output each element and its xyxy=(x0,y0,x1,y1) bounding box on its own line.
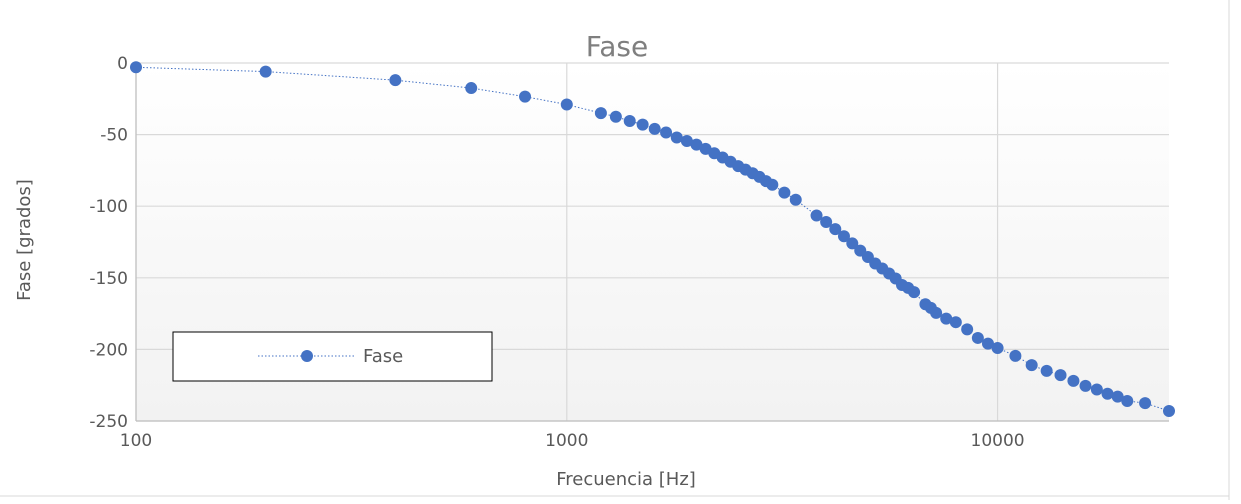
y-tick-label: -150 xyxy=(89,269,128,289)
data-point xyxy=(940,312,953,325)
data-point xyxy=(1101,387,1114,400)
data-point xyxy=(609,110,622,123)
data-point xyxy=(1067,374,1080,387)
data-point xyxy=(560,98,573,111)
data-point xyxy=(837,230,850,243)
y-tick-label: -50 xyxy=(100,126,128,146)
data-point xyxy=(1139,397,1152,410)
x-tick-label: 1000 xyxy=(545,431,588,451)
data-point xyxy=(623,114,636,127)
data-point xyxy=(981,337,994,350)
data-point xyxy=(766,178,779,191)
data-point xyxy=(789,193,802,206)
data-point xyxy=(636,118,649,131)
y-axis-title: Fase [grados] xyxy=(14,179,35,301)
data-point xyxy=(259,65,272,78)
data-point xyxy=(1009,349,1022,362)
chart-title: Fase xyxy=(586,30,649,63)
data-point xyxy=(670,131,683,144)
data-point xyxy=(930,306,943,319)
data-point xyxy=(648,122,661,135)
data-point xyxy=(680,135,693,148)
data-point xyxy=(778,186,791,199)
y-tick-label: -100 xyxy=(89,197,128,217)
data-point xyxy=(130,61,142,74)
data-point xyxy=(1040,364,1053,377)
data-point xyxy=(660,126,673,139)
data-point xyxy=(1090,383,1103,396)
y-tick-label: 0 xyxy=(117,54,128,74)
data-point xyxy=(389,74,402,87)
data-point xyxy=(465,82,478,95)
x-axis-title: Frecuencia [Hz] xyxy=(556,469,696,490)
data-point xyxy=(1121,394,1134,407)
legend-label: Fase xyxy=(363,346,403,367)
data-point xyxy=(690,138,703,151)
y-tick-label: -200 xyxy=(89,340,128,360)
y-tick-label: -250 xyxy=(89,412,128,432)
data-point xyxy=(1054,369,1067,382)
data-point xyxy=(908,286,921,299)
data-point xyxy=(810,209,823,222)
data-point xyxy=(949,316,962,329)
legend-marker xyxy=(301,350,313,362)
data-point xyxy=(961,323,974,336)
data-point xyxy=(971,331,984,344)
data-point xyxy=(820,215,833,228)
x-tick-label: 100 xyxy=(120,431,152,451)
data-point xyxy=(519,90,532,103)
data-point xyxy=(829,223,842,236)
x-tick-label: 10000 xyxy=(971,431,1025,451)
data-point xyxy=(991,341,1004,354)
data-point xyxy=(1111,390,1124,403)
data-point xyxy=(1025,359,1038,372)
data-point xyxy=(1163,404,1175,417)
data-point xyxy=(1079,379,1092,392)
data-point xyxy=(594,107,607,120)
data-point xyxy=(846,237,859,250)
